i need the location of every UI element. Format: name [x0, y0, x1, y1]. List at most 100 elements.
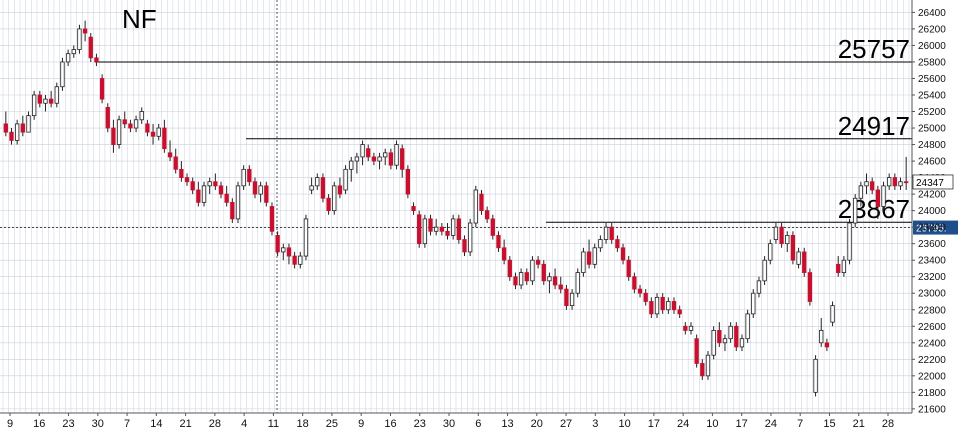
candle	[21, 116, 25, 137]
candle-body	[633, 277, 637, 289]
candle-body	[338, 186, 342, 194]
candle	[814, 355, 818, 396]
candle	[570, 289, 574, 310]
candle	[695, 335, 699, 368]
candle	[72, 45, 76, 57]
y-tick-label: 21800	[918, 388, 946, 399]
y-tick-label: 22000	[918, 371, 946, 382]
candle	[310, 178, 314, 195]
candle-body	[536, 260, 540, 264]
candle	[548, 273, 552, 294]
x-tick-label: 24	[677, 418, 689, 430]
candle-body	[157, 128, 161, 136]
candle	[66, 50, 70, 67]
candle	[202, 182, 206, 207]
candle-body	[565, 289, 569, 306]
candle-body	[819, 330, 823, 342]
candle-body	[587, 252, 591, 264]
candle	[219, 182, 223, 199]
candle	[406, 165, 410, 198]
candle	[15, 120, 19, 145]
candle-body	[355, 157, 359, 161]
y-tick-label: 26000	[918, 41, 946, 52]
candle-body	[463, 240, 467, 252]
y-tick-label: 24000	[918, 206, 946, 217]
candle	[10, 128, 14, 145]
candle-body	[802, 252, 806, 273]
candle-body	[882, 186, 886, 207]
candle-body	[865, 182, 869, 186]
candle	[893, 173, 897, 190]
candle	[616, 235, 620, 252]
candle-body	[712, 330, 716, 355]
candle	[525, 268, 529, 285]
candle	[134, 116, 138, 133]
candle	[316, 173, 320, 190]
candle	[361, 140, 365, 165]
candle	[899, 178, 903, 190]
candle-body	[417, 215, 421, 244]
candle-body	[440, 227, 444, 231]
candle	[4, 112, 8, 137]
candle-body	[786, 235, 790, 243]
candle-body	[214, 182, 218, 186]
candle-body	[299, 256, 303, 264]
candle	[627, 256, 631, 281]
y-tick-label: 26200	[918, 24, 946, 35]
candle	[836, 256, 840, 277]
candle	[395, 140, 399, 169]
candle-body	[174, 157, 178, 169]
last-price-label: 24347	[916, 178, 944, 189]
candle	[870, 178, 874, 195]
candle-body	[333, 186, 337, 211]
candle-body	[316, 178, 320, 186]
x-tick-label: 14	[150, 418, 162, 430]
candle	[865, 173, 869, 194]
candle-body	[202, 186, 206, 203]
y-tick-label: 23800	[918, 223, 946, 234]
candle-body	[434, 227, 438, 231]
x-tick-label: 3	[592, 418, 598, 430]
candle	[214, 173, 218, 190]
candle	[168, 140, 172, 161]
x-tick-label: 7	[124, 418, 130, 430]
candle-body	[21, 124, 25, 132]
candle	[672, 297, 676, 314]
candle-body	[570, 293, 574, 305]
candle	[349, 157, 353, 182]
y-tick-label: 23200	[918, 272, 946, 283]
candle-body	[429, 219, 433, 231]
candle-body	[774, 227, 778, 239]
candle-body	[344, 169, 348, 190]
y-tick-label: 25200	[918, 107, 946, 118]
candle-body	[757, 281, 761, 293]
candle-body	[191, 182, 195, 190]
candle	[599, 235, 603, 252]
candle	[519, 268, 523, 289]
candle	[712, 326, 716, 359]
candle-body	[15, 124, 19, 141]
candle-body	[282, 248, 286, 252]
candle	[638, 285, 642, 297]
candle-body	[168, 153, 172, 157]
candle-body	[55, 87, 59, 104]
candle-body	[287, 248, 291, 256]
candle	[123, 112, 127, 129]
x-tick-label: 10	[706, 418, 718, 430]
candle	[225, 186, 229, 207]
candle	[508, 256, 512, 281]
candle-body	[219, 186, 223, 194]
candle	[197, 182, 201, 207]
candle-body	[383, 153, 387, 157]
y-tick-label: 23000	[918, 289, 946, 300]
candle	[389, 149, 393, 170]
candle	[802, 248, 806, 277]
candle-body	[904, 182, 908, 183]
candle	[633, 273, 637, 294]
candle	[559, 277, 563, 294]
candle-body	[735, 326, 739, 347]
candle	[582, 248, 586, 277]
candle-body	[763, 260, 767, 281]
candle	[763, 256, 767, 285]
x-tick-label: 16	[384, 418, 396, 430]
